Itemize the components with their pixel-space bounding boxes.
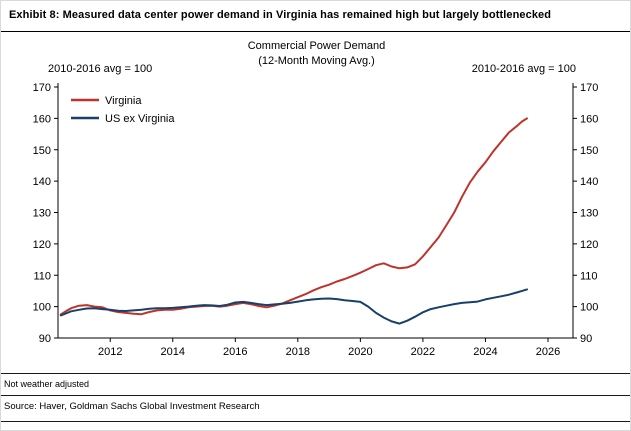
legend-label-us-ex-virginia: US ex Virginia (105, 113, 175, 125)
chart-title: Commercial Power Demand (12-Month Moving… (1, 39, 630, 69)
y-tick-label-left: 160 (33, 113, 51, 125)
right-axis-note: 2010-2016 avg = 100 (471, 63, 576, 75)
y-tick-label-right: 140 (580, 176, 598, 188)
exhibit-title: Exhibit 8: Measured data center power de… (9, 9, 552, 21)
x-tick-label: 2014 (161, 346, 185, 358)
y-tick-label-left: 110 (33, 270, 51, 282)
y-tick-label-left: 170 (33, 82, 51, 94)
header-divider (1, 31, 630, 32)
line-chart: 90 90 100 100 110 110 120 120 130 130 140 140 150 150… (1, 73, 630, 368)
y-tick-label-right: 170 (580, 82, 598, 94)
footnote-divider-mid (1, 395, 630, 396)
y-tick-label-right: 150 (580, 145, 598, 157)
legend-label-virginia: Virginia (105, 95, 142, 107)
series-line-virginia (59, 117, 528, 316)
footnote-divider-top (1, 373, 630, 374)
y-tick-label-right: 110 (580, 270, 598, 282)
x-tick-label: 2026 (536, 346, 560, 358)
y-tick-label-right: 130 (580, 208, 598, 220)
y-tick-label-left: 130 (33, 208, 51, 220)
left-axis-note: 2010-2016 avg = 100 (48, 63, 153, 75)
y-tick-label-left: 100 (33, 302, 51, 314)
footnote-source: Source: Haver, Goldman Sachs Global Inve… (4, 401, 260, 412)
y-tick-label-left: 90 (39, 333, 51, 345)
y-tick-label-left: 120 (33, 239, 51, 251)
x-tick-label: 2012 (98, 346, 122, 358)
x-tick-label: 2016 (223, 346, 247, 358)
footnote-divider-bottom (1, 421, 630, 422)
chart-title-line1: Commercial Power Demand (247, 40, 386, 52)
y-tick-label-right: 100 (580, 302, 598, 314)
x-tick-label: 2024 (473, 346, 497, 358)
x-tick-label: 2022 (411, 346, 435, 358)
y-tick-label-right: 160 (580, 113, 598, 125)
footnote-note: Not weather adjusted (4, 379, 90, 389)
y-tick-label-right: 120 (580, 239, 598, 251)
y-tick-label-left: 140 (33, 176, 51, 188)
series-line-us-ex-virginia (59, 288, 528, 325)
chart-title-line2: (12-Month Moving Avg.) (258, 55, 375, 67)
y-tick-label-left: 150 (33, 145, 51, 157)
chart-canvas: 90 90 100 100 110 110 120 120 130 130 140 140 150 150… (33, 82, 599, 358)
y-tick-label-right: 90 (580, 333, 592, 345)
x-tick-label: 2020 (348, 346, 372, 358)
x-tick-label: 2018 (286, 346, 310, 358)
